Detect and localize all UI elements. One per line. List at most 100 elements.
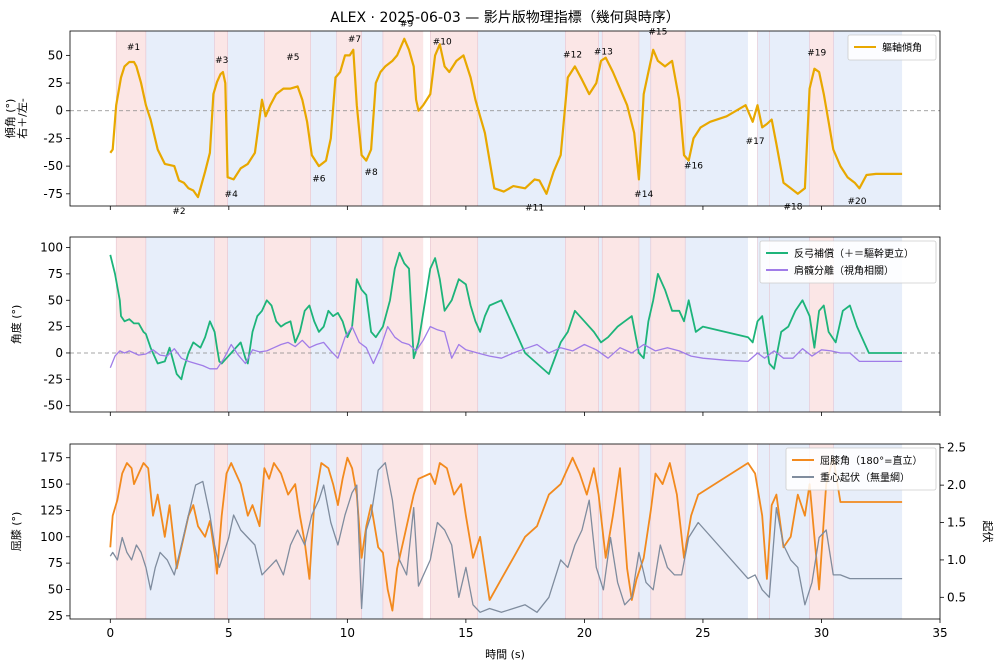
phase-band-blue (477, 444, 566, 619)
x-tick-label: 25 (695, 626, 710, 640)
legend: 反弓補償（＋＝驅幹更立） 肩髖分離（視角相關） (759, 240, 937, 284)
peak-label: #10 (433, 37, 452, 47)
peak-label: #17 (746, 137, 765, 147)
peak-label: #1 (127, 43, 140, 53)
y-tick: 25 (48, 609, 70, 623)
y-tick-label: 25 (48, 76, 63, 90)
y-tick: -75 (43, 187, 70, 201)
y-axis-label: 角度 (°) (9, 305, 23, 345)
y-tick-label: 25 (48, 320, 63, 334)
y-tick-label: -75 (43, 187, 63, 201)
y-tick: 75 (48, 267, 70, 281)
peak-label: #15 (648, 27, 667, 37)
phase-band-blue (638, 444, 651, 619)
series-line-1 (109, 456, 903, 612)
phase-band-blue (769, 31, 810, 206)
y-tick: -50 (43, 159, 70, 173)
y-tick: 75 (48, 556, 70, 570)
phase-band-blue (145, 444, 215, 619)
peak-label: #6 (312, 175, 326, 185)
peak-label: #2 (172, 207, 185, 217)
y2-tick: 1.5 (940, 516, 966, 530)
peak-label: #9 (400, 20, 414, 30)
series-group (109, 37, 903, 199)
y-tick-label: -25 (43, 131, 63, 145)
phase-band-blue (477, 237, 566, 412)
x-tick: 5 (225, 619, 233, 640)
legend-entry: 軀軸傾角 (882, 41, 922, 54)
y-tick: 175 (40, 451, 70, 465)
y2-tick-label: 1.0 (947, 553, 966, 567)
panel-2: -50 -25 0 25 50 75 100 角度 (°) 反弓補償（＋＝驅幹更立） 肩髖分離（視… (9, 236, 941, 416)
y2-tick: 1.0 (940, 553, 966, 567)
y-tick-label: 0 (55, 346, 63, 360)
y-tick-label: 50 (48, 48, 63, 62)
y-tick: -50 (43, 399, 70, 413)
phase-band-red (565, 31, 599, 206)
phase-band-red (264, 237, 311, 412)
legend-box (785, 447, 937, 491)
phase-band-blue (227, 444, 265, 619)
x-tick-label: 35 (932, 626, 947, 640)
y2-axis-label: 起伏 (981, 521, 995, 543)
peak-label: #20 (848, 197, 867, 207)
x-tick: 35 (932, 619, 948, 640)
series-line-1 (109, 251, 903, 381)
phase-band-red (264, 31, 311, 206)
phase-band-red (336, 237, 362, 412)
panel-1: #1 #2 #3 #4 #5 #6 #7 #8 #9 #10 #11 #12 #13 #14 #15 #16 #… (3, 20, 941, 217)
y2-tick: 2.5 (940, 441, 966, 455)
axis-frame (69, 236, 941, 413)
y-tick-label: 25 (48, 609, 63, 623)
peak-label: #13 (594, 47, 613, 57)
peak-label: #16 (684, 161, 703, 171)
y-tick-label: 100 (40, 530, 63, 544)
x-tick: 15 (458, 619, 474, 640)
x-tick-label: 15 (458, 626, 473, 640)
legend-entry: 重心起伏（無量綱） (820, 471, 910, 484)
y-tick: 100 (40, 241, 70, 255)
y-tick: 0 (55, 346, 70, 360)
x-tick-label: 5 (225, 626, 233, 640)
y-axis-label-line: 右＋/左- (15, 98, 29, 139)
phase-bands (115, 444, 903, 619)
phase-band-red (382, 237, 424, 412)
phase-band-blue (757, 31, 770, 206)
phase-band-blue (227, 237, 265, 412)
legend: 屈膝角（180°=直立） 重心起伏（無量綱） (785, 447, 937, 491)
x-tick: 0 (106, 619, 114, 640)
peak-label: #19 (807, 48, 826, 58)
x-tick: 30 (814, 619, 829, 640)
peak-label: #5 (286, 53, 299, 63)
series-group (109, 456, 903, 613)
axis-frame (69, 30, 941, 207)
peak-label: #8 (364, 168, 378, 178)
legend: 軀軸傾角 (847, 34, 937, 61)
peak-label: #3 (215, 56, 228, 66)
phase-band-red (116, 31, 146, 206)
peak-label: #11 (525, 203, 544, 213)
legend-entry: 反弓補償（＋＝驅幹更立） (794, 247, 914, 260)
y2-tick: 2.0 (940, 478, 966, 492)
series-line-2 (109, 462, 903, 613)
panels: #1 #2 #3 #4 #5 #6 #7 #8 #9 #10 #11 #12 #13 #14 #15 #16 #… (3, 20, 995, 640)
x-tick-label: 0 (106, 626, 114, 640)
phase-band-red (116, 444, 146, 619)
legend-box (759, 240, 937, 284)
y-axis-label-line: 角度 (°) (9, 305, 23, 345)
y-tick-label: 100 (40, 241, 63, 255)
y-tick: 50 (48, 293, 70, 307)
phase-band-blue (638, 31, 651, 206)
series-group (109, 251, 903, 381)
y-tick: 25 (48, 76, 70, 90)
x-tick-label: 20 (577, 626, 592, 640)
phase-band-blue (227, 31, 265, 206)
phase-band-red (650, 444, 686, 619)
phase-band-blue (145, 237, 215, 412)
y-tick-label: 75 (48, 556, 63, 570)
y-axis-label: 傾角 (°)右＋/左- (3, 98, 29, 139)
chart-title: ALEX · 2025-06-03 — 影片版物理指標（幾何與時序） (330, 10, 679, 26)
phase-band-red (336, 444, 362, 619)
